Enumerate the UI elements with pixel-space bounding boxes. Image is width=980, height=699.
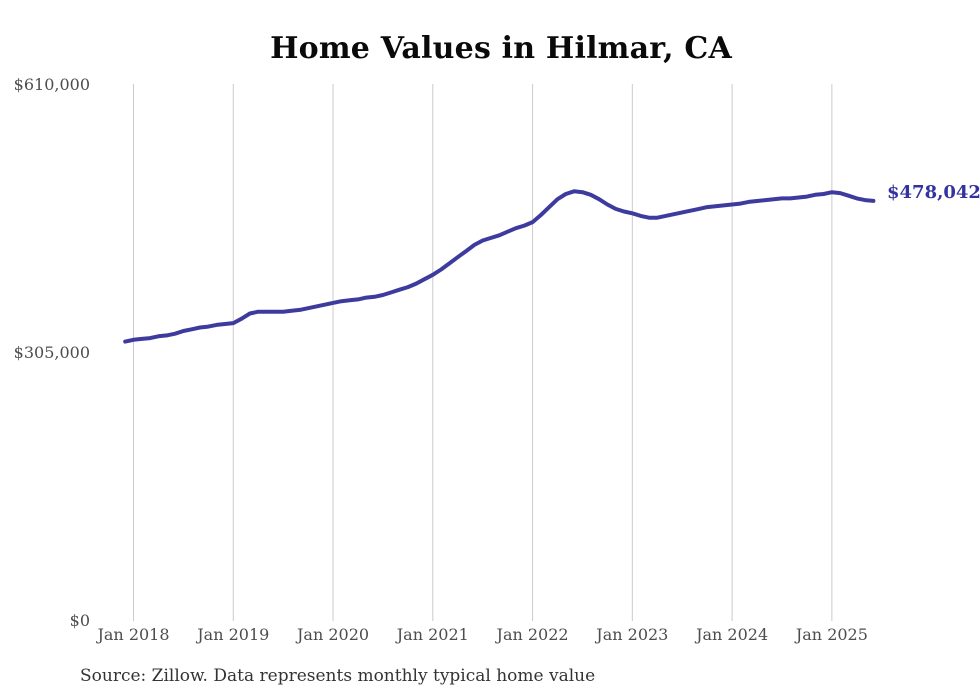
x-axis-tick-label: Jan 2021	[396, 625, 469, 644]
current-value-label: $478,042	[887, 182, 980, 203]
x-axis-tick-label: Jan 2023	[596, 625, 669, 644]
y-axis-tick-label: $610,000	[13, 75, 90, 94]
source-note: Source: Zillow. Data represents monthly …	[80, 666, 596, 686]
x-axis-tick-label: Jan 2022	[496, 625, 569, 644]
gridlines	[133, 84, 833, 621]
x-axis-tick-label: Jan 2019	[197, 625, 270, 644]
x-axis-tick-label: Jan 2020	[297, 625, 370, 644]
x-axis-tick-label: Jan 2025	[795, 625, 868, 644]
chart-title: Home Values in Hilmar, CA	[270, 31, 732, 66]
home-value-line	[123, 189, 876, 344]
y-axis-tick-label: $305,000	[13, 343, 90, 362]
y-axis-tick-label: $0	[69, 611, 90, 630]
x-axis-tick-label: Jan 2018	[97, 625, 170, 644]
x-axis-tick-label: Jan 2024	[696, 625, 769, 644]
